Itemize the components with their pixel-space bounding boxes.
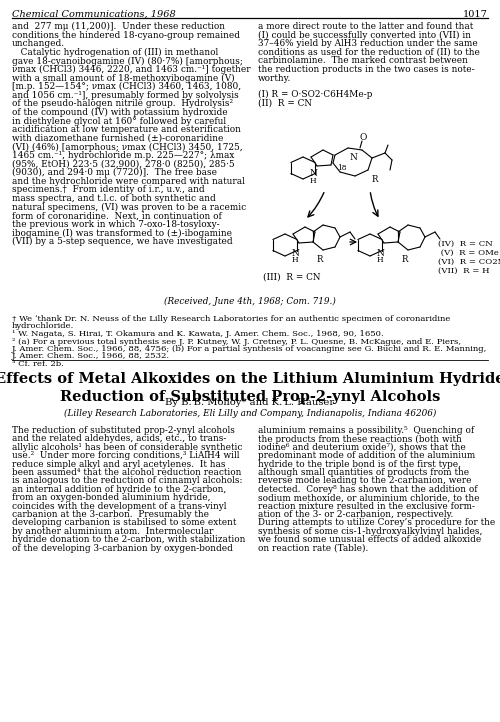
Text: the products from these reactions (both with: the products from these reactions (both … xyxy=(258,435,462,443)
Text: (VII)  R = H: (VII) R = H xyxy=(438,267,490,275)
Text: ibogamine (I) was transformed to (±)-ibogamine: ibogamine (I) was transformed to (±)-ibo… xyxy=(12,228,232,238)
Text: unchanged.: unchanged. xyxy=(12,39,65,48)
Text: by another aluminium atom.  Intermolecular: by another aluminium atom. Intermolecula… xyxy=(12,527,213,536)
Text: N: N xyxy=(349,152,357,162)
Text: N: N xyxy=(309,170,317,178)
Text: ² (a) For a previous total synthesis see J. P. Kutney, W. J. Cretney, P. L. Ques: ² (a) For a previous total synthesis see… xyxy=(12,337,461,346)
Text: 1465 cm.⁻¹, hydrochloride m.p. 225—227°; λmax: 1465 cm.⁻¹, hydrochloride m.p. 225—227°;… xyxy=(12,151,234,160)
Text: reaction mixture resulted in the exclusive form-: reaction mixture resulted in the exclusi… xyxy=(258,502,475,510)
Text: (VI)  R = CO2Me: (VI) R = CO2Me xyxy=(438,258,500,266)
Text: 18: 18 xyxy=(338,164,346,172)
Text: conditions the hindered 18-cyano-group remained: conditions the hindered 18-cyano-group r… xyxy=(12,30,240,40)
Text: specimens.†  From identity of i.r., u.v., and: specimens.† From identity of i.r., u.v.,… xyxy=(12,186,204,194)
Text: is analogous to the reduction of cinnamyl alcohols:: is analogous to the reduction of cinnamy… xyxy=(12,477,242,485)
Text: the reduction products in the two cases is note-: the reduction products in the two cases … xyxy=(258,65,474,74)
Text: H: H xyxy=(376,256,384,264)
Text: and 1056 cm.⁻¹], presumably formed by solvolysis: and 1056 cm.⁻¹], presumably formed by so… xyxy=(12,91,239,100)
Text: (Received, June 4th, 1968; Com. 719.): (Received, June 4th, 1968; Com. 719.) xyxy=(164,297,336,306)
Text: predominant mode of addition of the aluminium: predominant mode of addition of the alum… xyxy=(258,451,475,460)
Text: and  277 mμ (11,200)].  Under these reduction: and 277 mμ (11,200)]. Under these reduct… xyxy=(12,22,225,31)
Text: (9030), and 294·0 mμ (7720)].  The free base: (9030), and 294·0 mμ (7720)]. The free b… xyxy=(12,168,217,178)
Text: During attempts to utilize Corey’s procedure for the: During attempts to utilize Corey’s proce… xyxy=(258,518,495,527)
Text: (IV)  R = CN: (IV) R = CN xyxy=(438,240,493,248)
Text: iodine⁶ and deuterium oxide⁷), shows that the: iodine⁶ and deuterium oxide⁷), shows tha… xyxy=(258,443,466,452)
Text: (I) R = O·SO2·C6H4Me-p: (I) R = O·SO2·C6H4Me-p xyxy=(258,90,372,100)
Text: (III)  R = CN: (III) R = CN xyxy=(263,273,320,282)
Text: use.²  Under more forcing conditions,³ LiAlH4 will: use.² Under more forcing conditions,³ Li… xyxy=(12,451,239,460)
Text: carbinolamine.  The marked contrast between: carbinolamine. The marked contrast betwe… xyxy=(258,56,468,66)
Text: N: N xyxy=(376,248,384,258)
Text: (Lilley Research Laboratories, Eli Lilly and Company, Indianapolis, Indiana 4620: (Lilley Research Laboratories, Eli Lilly… xyxy=(64,409,436,418)
Text: detected.  Corey⁸ has shown that the addition of: detected. Corey⁸ has shown that the addi… xyxy=(258,484,478,494)
Text: worthy.: worthy. xyxy=(258,74,292,82)
Text: J. Amer. Chem. Soc., 1966, 88, 4756; (b) For a partial synthesis of voacangine s: J. Amer. Chem. Soc., 1966, 88, 4756; (b)… xyxy=(12,345,488,353)
Text: 37–46% yield by AlH3 reduction under the same: 37–46% yield by AlH3 reduction under the… xyxy=(258,39,478,48)
Text: with diazomethane furnished (±)-coronaridine: with diazomethane furnished (±)-coronari… xyxy=(12,134,224,143)
Text: ¹ W. Nagata, S. Hirai, T. Okamura and K. Kawata, J. Amer. Chem. Soc., 1968, 90, : ¹ W. Nagata, S. Hirai, T. Okamura and K.… xyxy=(12,330,384,338)
Text: a more direct route to the latter and found that: a more direct route to the latter and fo… xyxy=(258,22,473,31)
Text: carbanion at the 3-carbon.  Presumably the: carbanion at the 3-carbon. Presumably th… xyxy=(12,510,209,519)
Text: O: O xyxy=(360,134,366,142)
Text: R: R xyxy=(372,175,378,185)
Text: ³ Cf. ref. 2b.: ³ Cf. ref. 2b. xyxy=(12,360,64,368)
Text: synthesis of some cis-1-hydroxyalkylvinyl halides,: synthesis of some cis-1-hydroxyalkylviny… xyxy=(258,527,482,536)
Text: we found some unusual effects of added alkoxide: we found some unusual effects of added a… xyxy=(258,535,481,544)
Text: sodium methoxide, or aluminium chloride, to the: sodium methoxide, or aluminium chloride,… xyxy=(258,493,480,503)
Text: (I) could be successfully converted into (VII) in: (I) could be successfully converted into… xyxy=(258,30,471,40)
Text: J. Amer. Chem. Soc., 1966, 88, 2532.: J. Amer. Chem. Soc., 1966, 88, 2532. xyxy=(12,352,170,360)
Text: been assumed⁴ that the alcohol reduction reaction: been assumed⁴ that the alcohol reduction… xyxy=(12,468,241,477)
Text: † We ‘thank Dr. N. Neuss of the Lilly Research Laboratories for an authentic spe: † We ‘thank Dr. N. Neuss of the Lilly Re… xyxy=(12,315,450,323)
Text: H: H xyxy=(292,256,298,264)
Text: mass spectra, and t.l.c. of both synthetic and: mass spectra, and t.l.c. of both synthet… xyxy=(12,194,216,203)
Text: of the compound (IV) with potassium hydroxide: of the compound (IV) with potassium hydr… xyxy=(12,108,228,117)
Text: hydrochloride.: hydrochloride. xyxy=(12,323,74,331)
Text: acidification at low temperature and esterification: acidification at low temperature and est… xyxy=(12,125,241,134)
Text: aluminium remains a possibility.⁵  Quenching of: aluminium remains a possibility.⁵ Quench… xyxy=(258,426,474,435)
Text: (95%, EtOH) 223·5 (32,900), 278·0 (8250), 285·5: (95%, EtOH) 223·5 (32,900), 278·0 (8250)… xyxy=(12,160,234,169)
Text: an internal addition of hydride to the 2-carbon,: an internal addition of hydride to the 2… xyxy=(12,484,226,494)
Text: (V)  R = OMe: (V) R = OMe xyxy=(438,249,499,257)
Text: and the hydrochloride were compared with natural: and the hydrochloride were compared with… xyxy=(12,177,245,186)
Text: [m.p. 152—154°; νmax (CHCl3) 3460, 1463, 1080,: [m.p. 152—154°; νmax (CHCl3) 3460, 1463,… xyxy=(12,82,241,91)
Text: The reduction of substituted prop-2-ynyl alcohols: The reduction of substituted prop-2-ynyl… xyxy=(12,426,235,435)
Text: (II)  R = CN: (II) R = CN xyxy=(258,99,312,108)
Text: the previous work in which 7-oxo-18-tosyloxy-: the previous work in which 7-oxo-18-tosy… xyxy=(12,219,220,229)
Text: allylic alcohols¹ has been of considerable synthetic: allylic alcohols¹ has been of considerab… xyxy=(12,443,242,452)
Text: Catalytic hydrogenation of (III) in methanol: Catalytic hydrogenation of (III) in meth… xyxy=(12,48,218,57)
Text: hydride donation to the 2-carbon, with stabilization: hydride donation to the 2-carbon, with s… xyxy=(12,535,245,544)
Text: form of coronaridine.  Next, in continuation of: form of coronaridine. Next, in continuat… xyxy=(12,212,222,220)
Text: gave 18-cyanoibogamine (IV) (80·7%) [amorphous;: gave 18-cyanoibogamine (IV) (80·7%) [amo… xyxy=(12,56,243,66)
Text: in diethylene glycol at 160° followed by careful: in diethylene glycol at 160° followed by… xyxy=(12,116,226,126)
Text: reduce simple alkyl and aryl acetylenes.  It has: reduce simple alkyl and aryl acetylenes.… xyxy=(12,460,226,469)
Text: 1017: 1017 xyxy=(463,10,488,19)
Text: coincides with the development of a trans-vinyl: coincides with the development of a tran… xyxy=(12,502,226,510)
Text: reverse mode leading to the 2-carbanion, were: reverse mode leading to the 2-carbanion,… xyxy=(258,477,472,485)
Text: Chemical Communications, 1968: Chemical Communications, 1968 xyxy=(12,10,176,19)
Text: Effects of Metal Alkoxides on the Lithium Aluminium Hydride
Reduction of Substit: Effects of Metal Alkoxides on the Lithiu… xyxy=(0,372,500,404)
Text: although small quantities of products from the: although small quantities of products fr… xyxy=(258,468,469,477)
Text: natural specimens, (VI) was proven to be a racemic: natural specimens, (VI) was proven to be… xyxy=(12,203,246,212)
Text: conditions as used for the reduction of (II) to the: conditions as used for the reduction of … xyxy=(258,48,480,57)
Text: νmax (CHCl3) 3446, 2220, and 1463 cm.⁻¹] together: νmax (CHCl3) 3446, 2220, and 1463 cm.⁻¹]… xyxy=(12,65,250,74)
Text: developing carbanion is stabilised to some extent: developing carbanion is stabilised to so… xyxy=(12,518,236,527)
Text: R: R xyxy=(317,256,323,264)
Text: H: H xyxy=(310,177,316,185)
Text: (VII) by a 5-step sequence, we have investigated: (VII) by a 5-step sequence, we have inve… xyxy=(12,237,232,246)
Text: with a small amount of 18-methoxyibogamine (V): with a small amount of 18-methoxyibogami… xyxy=(12,74,234,83)
Text: hydride to the triple bond is of the first type,: hydride to the triple bond is of the fir… xyxy=(258,460,461,469)
Text: and the related aldehydes, acids, etc., to trans-: and the related aldehydes, acids, etc., … xyxy=(12,435,226,443)
Text: on reaction rate (Table).: on reaction rate (Table). xyxy=(258,544,368,552)
Text: ation of the 3- or 2-carbanion, respectively.: ation of the 3- or 2-carbanion, respecti… xyxy=(258,510,454,519)
Text: (VI) (46%) [amorphous; νmax (CHCl3) 3450, 1725,: (VI) (46%) [amorphous; νmax (CHCl3) 3450… xyxy=(12,142,242,152)
Text: R: R xyxy=(402,256,408,264)
Text: of the developing 3-carbanion by oxygen-bonded: of the developing 3-carbanion by oxygen-… xyxy=(12,544,233,552)
Text: N: N xyxy=(291,248,299,258)
Text: By B. B. Molloy* and K. L. Hauser: By B. B. Molloy* and K. L. Hauser xyxy=(166,398,334,407)
Text: from an oxygen-bonded aluminium hydride,: from an oxygen-bonded aluminium hydride, xyxy=(12,493,210,503)
Text: of the pseudo-halogen nitrile group.  Hydrolysis²: of the pseudo-halogen nitrile group. Hyd… xyxy=(12,100,233,108)
